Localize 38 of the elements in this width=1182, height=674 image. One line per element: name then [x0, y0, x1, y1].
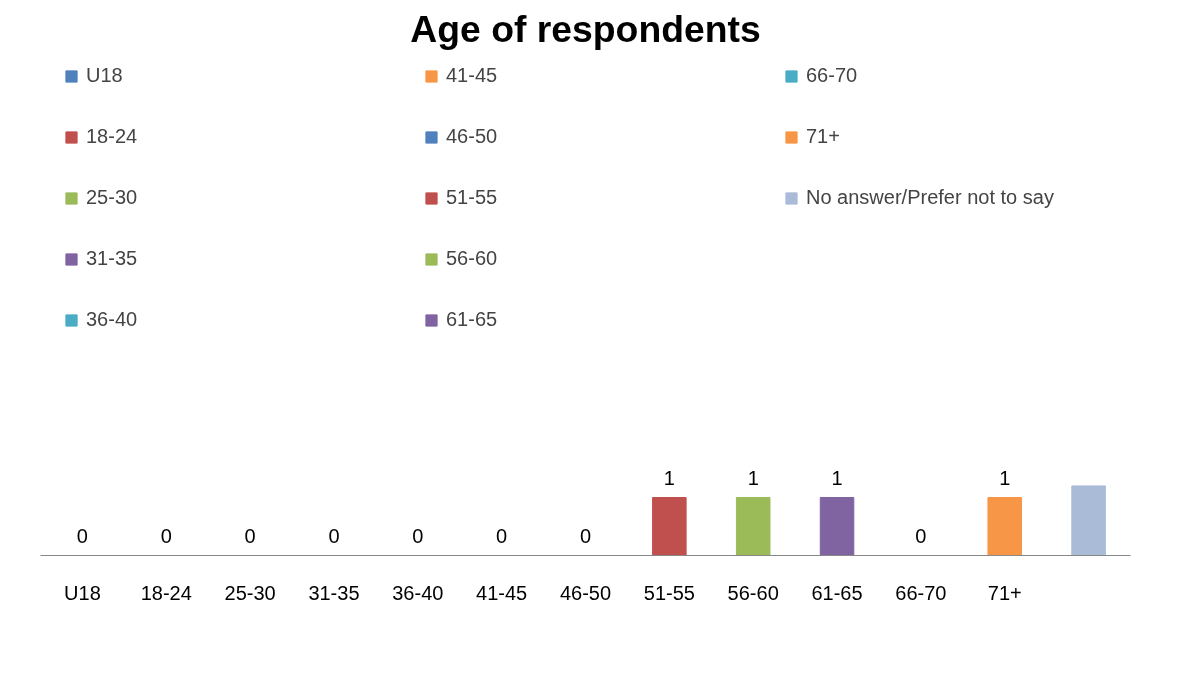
legend-label: 71+	[806, 125, 841, 148]
legend-label: 66-70	[806, 64, 859, 87]
data-label: 1	[747, 466, 759, 489]
x-tick-label: 36-40	[392, 581, 444, 604]
x-tick-label: 61-65	[811, 581, 863, 604]
data-label: 1	[831, 466, 843, 489]
x-tick-label: 31-35	[308, 581, 360, 604]
legend-label: No answer/Prefer not to say	[806, 186, 1055, 209]
legend-label: 61-65	[446, 308, 499, 331]
data-label: 1	[663, 466, 675, 489]
data-label: 0	[579, 524, 592, 547]
legend-label: U18	[86, 64, 124, 87]
legend-label: 51-55	[446, 186, 499, 209]
legend-label: 31-35	[86, 247, 139, 270]
x-tick-label: 46-50	[559, 581, 612, 604]
legend-label: 46-50	[446, 125, 499, 148]
legend-label: 41-45	[446, 64, 499, 87]
data-label: 0	[412, 524, 424, 547]
x-tick-label: 71+	[987, 581, 1022, 604]
x-tick-label: 56-60	[727, 581, 779, 604]
data-label: 0	[915, 524, 927, 547]
legend-label: 36-40	[86, 308, 139, 331]
chart-title: Age of respondents	[410, 7, 761, 50]
data-label: 0	[496, 524, 508, 547]
x-tick-label: U18	[64, 581, 101, 604]
x-tick-label: 51-55	[643, 581, 695, 604]
x-tick-label: 41-45	[476, 581, 528, 604]
data-label: 0	[244, 524, 256, 547]
x-tick-label: 18-24	[140, 581, 192, 604]
legend-label: 18-24	[86, 125, 139, 148]
data-label: 0	[76, 524, 88, 547]
legend-label: 25-30	[86, 186, 139, 209]
x-tick-label: 66-70	[895, 581, 947, 604]
x-tick-label: 25-30	[224, 581, 276, 604]
data-label: 0	[328, 524, 340, 547]
legend-label: 56-60	[446, 247, 499, 270]
data-label: 0	[160, 524, 172, 547]
data-label: 1	[999, 466, 1011, 489]
